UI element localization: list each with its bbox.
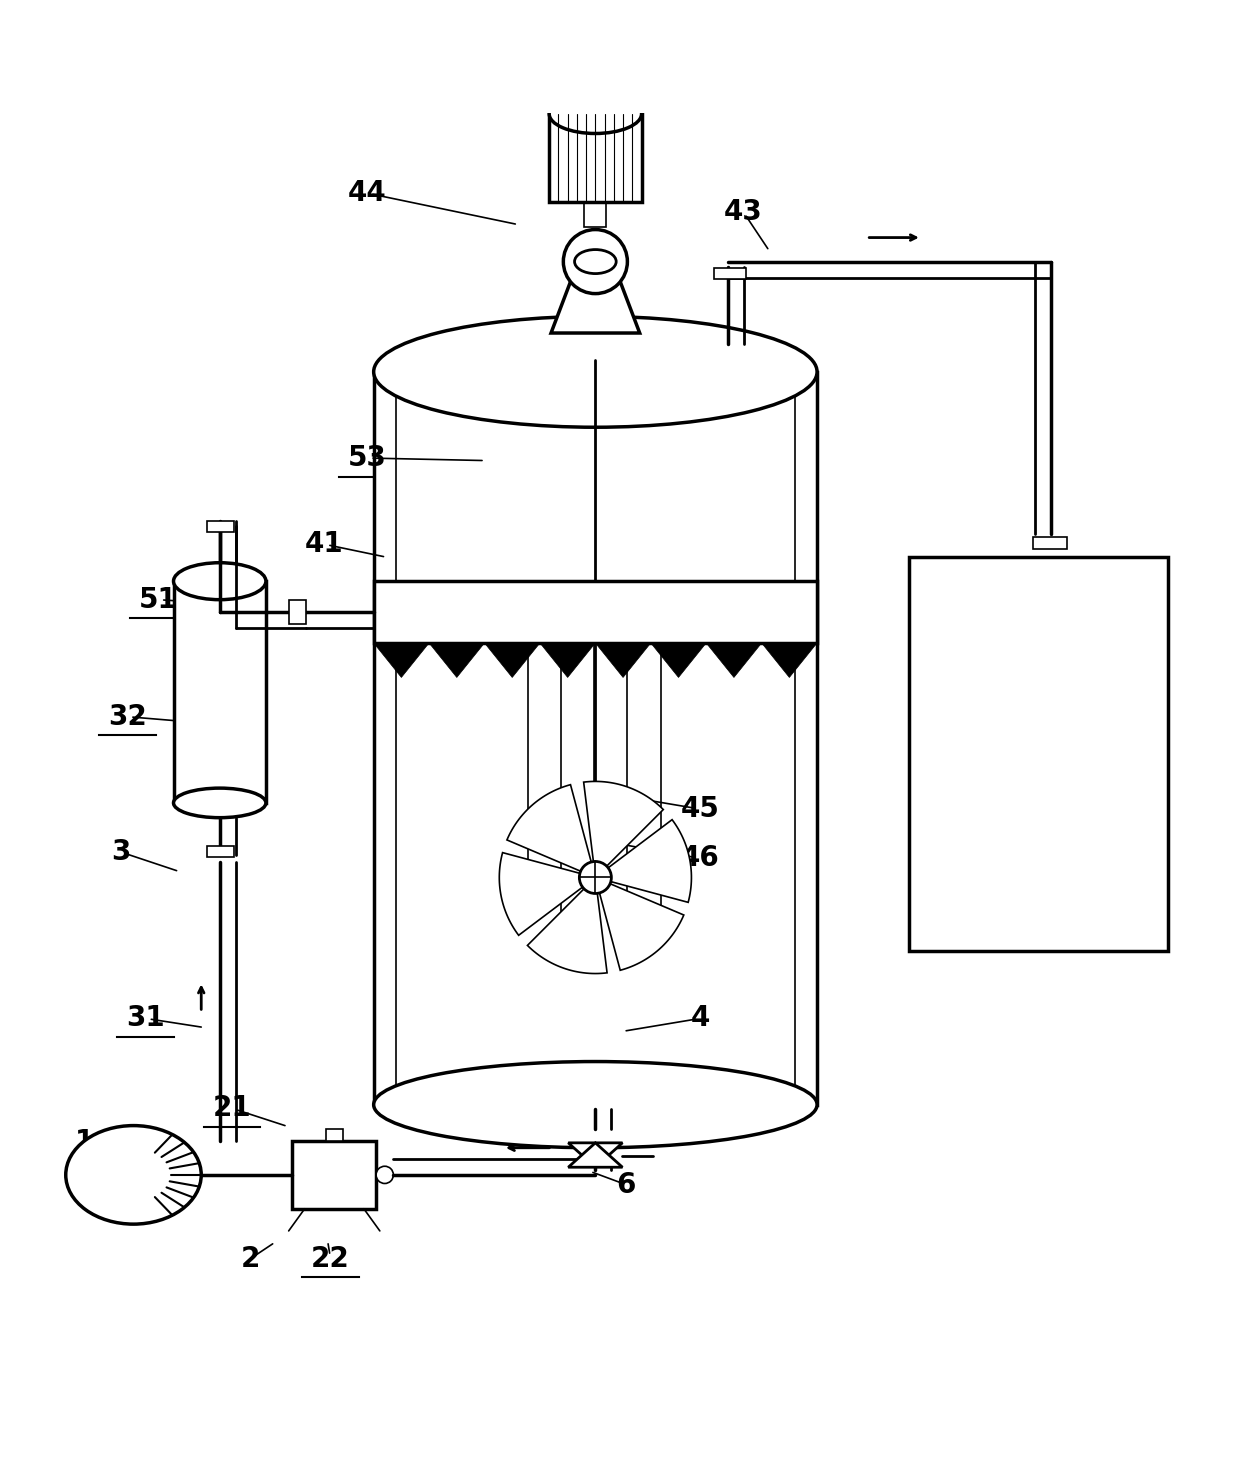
Text: 53: 53 xyxy=(348,445,387,472)
Text: 21: 21 xyxy=(213,1095,252,1123)
Text: 31: 31 xyxy=(126,1005,165,1032)
Text: 4: 4 xyxy=(691,1005,709,1032)
Text: 1: 1 xyxy=(74,1127,94,1156)
Bar xyxy=(713,268,745,280)
Polygon shape xyxy=(373,643,429,678)
Text: 32: 32 xyxy=(108,703,146,730)
Bar xyxy=(174,582,265,803)
Bar xyxy=(396,372,795,1105)
Circle shape xyxy=(563,229,627,293)
Bar xyxy=(1033,537,1068,550)
Text: 43: 43 xyxy=(724,198,763,226)
Text: 44: 44 xyxy=(348,179,387,207)
Text: 3: 3 xyxy=(112,838,131,866)
Polygon shape xyxy=(761,643,817,678)
Bar xyxy=(584,203,606,227)
Circle shape xyxy=(376,1166,393,1184)
Circle shape xyxy=(579,862,611,894)
Text: 41: 41 xyxy=(305,531,343,558)
Ellipse shape xyxy=(574,249,616,274)
Text: 6: 6 xyxy=(616,1171,636,1198)
Polygon shape xyxy=(527,888,608,974)
Text: 2: 2 xyxy=(241,1245,260,1273)
Ellipse shape xyxy=(66,1126,201,1225)
Text: 7: 7 xyxy=(1097,746,1116,774)
Text: 22: 22 xyxy=(311,1245,350,1273)
Polygon shape xyxy=(651,643,707,678)
Bar xyxy=(909,557,1168,951)
Polygon shape xyxy=(507,784,591,872)
Ellipse shape xyxy=(396,328,795,416)
Text: 42: 42 xyxy=(656,1102,694,1131)
Polygon shape xyxy=(485,643,539,678)
Bar xyxy=(207,521,234,532)
Polygon shape xyxy=(608,819,692,903)
Polygon shape xyxy=(707,643,761,678)
Ellipse shape xyxy=(549,95,641,134)
Polygon shape xyxy=(429,643,485,678)
Text: 45: 45 xyxy=(681,795,719,824)
Text: 46: 46 xyxy=(681,844,719,872)
Ellipse shape xyxy=(174,789,265,818)
Bar xyxy=(373,580,817,643)
Bar xyxy=(373,372,817,1105)
Ellipse shape xyxy=(174,563,265,599)
Polygon shape xyxy=(539,643,595,678)
Text: 51: 51 xyxy=(139,586,177,614)
Polygon shape xyxy=(568,1143,622,1168)
Bar xyxy=(207,846,234,857)
Bar xyxy=(549,114,641,203)
Polygon shape xyxy=(551,261,640,332)
Polygon shape xyxy=(599,884,683,970)
Polygon shape xyxy=(595,643,651,678)
Ellipse shape xyxy=(373,316,817,427)
Bar xyxy=(326,1128,343,1142)
Bar xyxy=(289,599,306,624)
Ellipse shape xyxy=(373,1061,817,1147)
Polygon shape xyxy=(584,781,663,868)
Polygon shape xyxy=(568,1143,622,1168)
Polygon shape xyxy=(500,853,584,935)
Ellipse shape xyxy=(396,1070,795,1139)
Bar xyxy=(293,1142,376,1209)
